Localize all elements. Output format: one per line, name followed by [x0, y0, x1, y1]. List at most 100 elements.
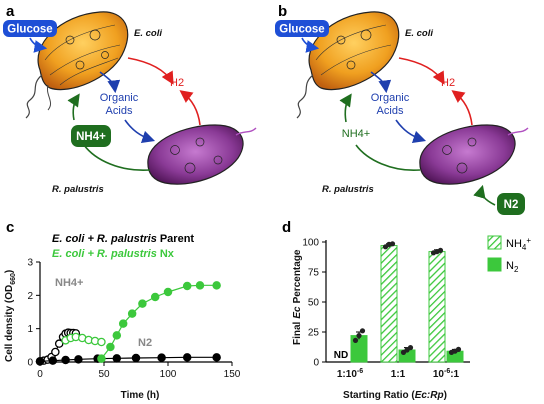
organic-acids-line2: Acids: [106, 105, 133, 117]
d-xlabel: Starting Ratio (Ec:Rp): [343, 390, 447, 401]
d-data-point: [437, 247, 444, 253]
c-data-point: [112, 354, 122, 363]
c-y-tick-label: 1: [27, 324, 33, 335]
c-x-tick-label: 100: [160, 369, 177, 380]
nh4-pill: [71, 125, 111, 147]
c-data-point: [35, 357, 45, 366]
panel-letter-a: a: [6, 3, 15, 20]
c-data-point: [48, 356, 58, 365]
c-y-tick-label: 0: [27, 358, 33, 369]
rpalustris-cell-b: [419, 124, 529, 185]
c-ylabel: Cell density (OD660): [4, 270, 17, 362]
c-x-tick-label: 0: [37, 369, 43, 380]
c-data-point: [51, 347, 60, 357]
d-y-tick-label: 75: [308, 268, 320, 279]
d-bar: [428, 251, 446, 363]
ecoli-label-b: E. coli: [405, 28, 433, 39]
d-data-point: [359, 328, 366, 334]
rpalustris-cell: [147, 124, 257, 185]
d-ylabel: FinalEcPercentage: [292, 249, 303, 345]
d-data-point: [356, 333, 362, 339]
nh4-pill-label: NH4+: [76, 131, 106, 143]
h2-label-b: H2: [441, 77, 455, 89]
c-xlabel: Time (h): [121, 390, 160, 401]
nh4-arrow-to-ecoli: [67, 93, 80, 121]
h2-arrow-in: [127, 57, 174, 85]
c-data-point: [163, 287, 173, 297]
c-data-point: [182, 281, 192, 291]
acids-arrow-in-b: [370, 71, 392, 94]
c-data-point: [106, 342, 115, 352]
panel-letter-c: c: [6, 219, 14, 236]
d-x-tick-label: 10-6:1: [433, 368, 460, 380]
organic-acids-line1-b: Organic: [371, 92, 410, 104]
d-y-tick-label: 100: [302, 238, 319, 249]
c-x-tick-label: 50: [98, 369, 110, 380]
h2-arrow-out-b: [451, 90, 473, 126]
glucose-pill-b: [275, 20, 329, 37]
nh4-arrow-curve-b: [355, 144, 421, 171]
c-data-point: [212, 353, 221, 362]
h2-arrow-in-b: [398, 57, 445, 85]
glucose-pill: [3, 20, 57, 37]
c-data-point: [182, 353, 192, 362]
glucose-arrow: [29, 37, 48, 53]
ecoli-label: E. coli: [134, 28, 162, 39]
c-data-point: [54, 339, 64, 348]
c-data-point: [61, 355, 70, 365]
d-legend-label: NH4+: [506, 236, 531, 252]
c-data-point: [138, 299, 147, 308]
rpalustris-label: R. palustris: [52, 184, 104, 195]
n2-pill: [497, 193, 525, 215]
c-data-point: [127, 309, 137, 318]
acids-arrow-in: [99, 71, 121, 94]
panel-b: b Glucose E. coli H2 Organic Acids: [275, 3, 529, 215]
ecoli-cell-b: [296, 11, 400, 119]
d-legend-label: N2: [506, 260, 519, 274]
d-y-tick-label: 25: [308, 328, 320, 339]
nh4-label-b: NH4+: [342, 128, 370, 140]
rpalustris-label-b: R. palustris: [322, 184, 374, 195]
d-data-point: [352, 337, 359, 343]
panel-a: a Glucose E. coli H2 Organic Acids: [3, 3, 257, 195]
glucose-arrow-b: [301, 37, 320, 53]
c-y-tick-label: 2: [27, 291, 33, 302]
organic-acids-line2-b: Acids: [377, 105, 404, 117]
panel-letter-b: b: [278, 3, 287, 20]
d-legend-swatch: [487, 235, 502, 250]
acids-arrow-out: [124, 119, 156, 144]
organic-acids-line1: Organic: [100, 92, 139, 104]
glucose-label-b: Glucose: [279, 24, 324, 36]
panel-d-chart: d FinalEcPercentage Starting Ratio (Ec:R…: [282, 219, 531, 401]
h2-arrow-out: [179, 90, 201, 126]
nh4-arrow-curve: [83, 144, 151, 171]
d-y-tick-label: 50: [308, 298, 320, 309]
d-x-tick-label: 1:1: [391, 369, 406, 380]
n2-arrow: [473, 184, 496, 206]
d-data-point: [407, 345, 414, 351]
d-bar: [380, 245, 398, 363]
d-data-point: [455, 346, 462, 352]
d-nd-label: ND: [334, 350, 348, 361]
glucose-label: Glucose: [7, 24, 52, 36]
c-series-line: [39, 356, 217, 362]
c-annot-n2: N2: [138, 337, 152, 349]
nh4-arrow-to-ecoli-b: [339, 93, 352, 123]
panel-letter-d: d: [282, 219, 291, 236]
h2-label: H2: [170, 77, 184, 89]
c-data-point: [157, 353, 166, 362]
ecoli-cell: [25, 11, 129, 119]
c-data-point: [195, 281, 205, 290]
n2-pill-label: N2: [504, 199, 519, 211]
c-x-tick-label: 150: [224, 369, 241, 380]
c-data-point: [118, 319, 128, 328]
c-data-point: [97, 354, 106, 363]
legend-parent: E. coli + R. palustris Parent: [52, 233, 194, 245]
c-data-point: [131, 353, 141, 363]
d-data-point: [389, 241, 396, 247]
c-y-tick-label: 3: [27, 258, 33, 269]
c-data-point: [74, 355, 83, 364]
panel-c-chart: c E. coli + R. palustris Parent E. coli +…: [4, 219, 241, 401]
c-annot-nh4: NH4+: [55, 277, 83, 289]
